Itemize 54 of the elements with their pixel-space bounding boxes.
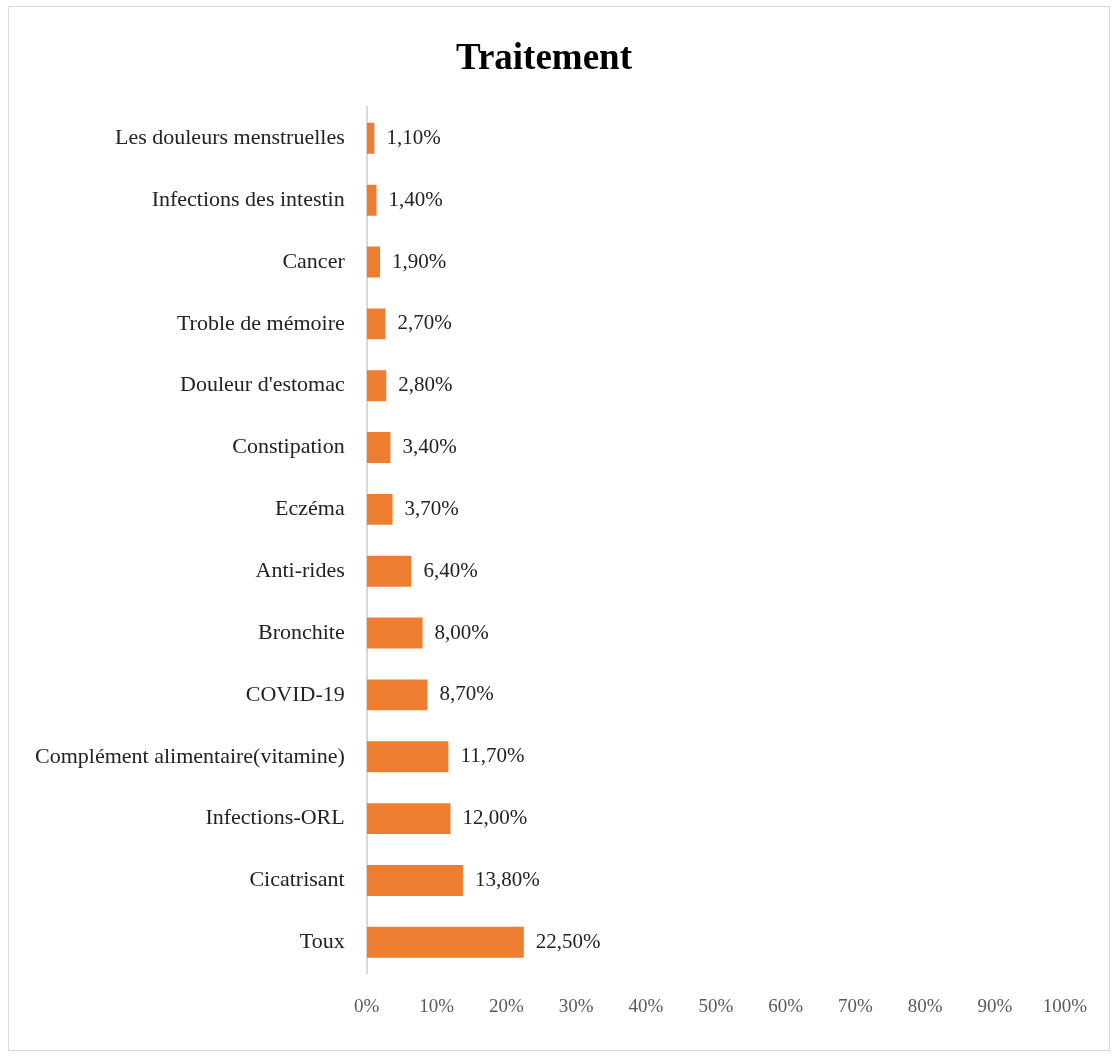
- data-label: 2,80%: [398, 372, 453, 397]
- bar: [366, 741, 449, 773]
- x-tick-label: 100%: [1042, 994, 1088, 1016]
- data-label: 8,70%: [439, 681, 494, 706]
- data-label: 22,50%: [535, 928, 601, 953]
- x-tick-label: 60%: [768, 994, 804, 1016]
- data-label: 1,40%: [388, 186, 443, 211]
- bar: [366, 926, 524, 958]
- y-tick-label: Toux: [299, 928, 345, 954]
- data-label: 6,40%: [423, 557, 478, 582]
- y-tick-label: Bronchite: [257, 618, 345, 644]
- x-tick-label: 20%: [488, 994, 524, 1016]
- bar: [366, 246, 380, 278]
- bar: [366, 864, 464, 896]
- data-label: 12,00%: [462, 805, 528, 830]
- data-label: 11,70%: [460, 743, 525, 768]
- x-tick-label: 40%: [628, 994, 664, 1016]
- chart-title: Traitement: [455, 35, 633, 77]
- y-tick-label: Anti-rides: [255, 557, 345, 582]
- bar: [366, 184, 377, 216]
- y-tick-label: Infections-ORL: [205, 804, 345, 830]
- bar: [366, 555, 412, 587]
- data-label: 1,90%: [391, 248, 447, 273]
- x-tick-label: 50%: [698, 994, 734, 1016]
- x-tick-label: 70%: [837, 994, 873, 1016]
- data-label: 3,70%: [404, 495, 459, 520]
- bar: [366, 308, 386, 340]
- y-tick-label: Troble de mémoire: [176, 309, 345, 335]
- data-label: 2,70%: [397, 310, 452, 335]
- bar: [366, 122, 375, 154]
- y-tick-label: Complément alimentaire(vitamine): [35, 742, 345, 768]
- data-label: 3,40%: [402, 434, 457, 459]
- y-tick-label: Cancer: [282, 247, 346, 273]
- y-tick-label: COVID-19: [245, 680, 345, 706]
- bar: [366, 493, 393, 525]
- y-tick-label: Constipation: [232, 433, 345, 459]
- x-tick-label: 90%: [977, 994, 1013, 1016]
- x-tick-label: 30%: [558, 994, 594, 1016]
- y-tick-label: Douleur d'estomac: [180, 371, 345, 397]
- y-tick-label: Les douleurs menstruelles: [115, 124, 345, 150]
- x-tick-label: 10%: [419, 994, 455, 1016]
- bar: [366, 803, 451, 835]
- data-label: 8,00%: [434, 619, 489, 644]
- data-label: 1,10%: [386, 124, 441, 149]
- y-tick-label: Eczéma: [275, 495, 345, 521]
- x-tick-label: 0%: [354, 994, 380, 1016]
- bar: [366, 370, 387, 402]
- y-tick-label: Cicatrisant: [249, 866, 345, 892]
- y-tick-label: Infections des intestin: [151, 185, 345, 211]
- x-tick-label: 80%: [907, 994, 943, 1016]
- bar: [366, 679, 428, 711]
- bar: [366, 432, 391, 463]
- data-label: 13,80%: [475, 866, 540, 891]
- bar: [366, 617, 423, 649]
